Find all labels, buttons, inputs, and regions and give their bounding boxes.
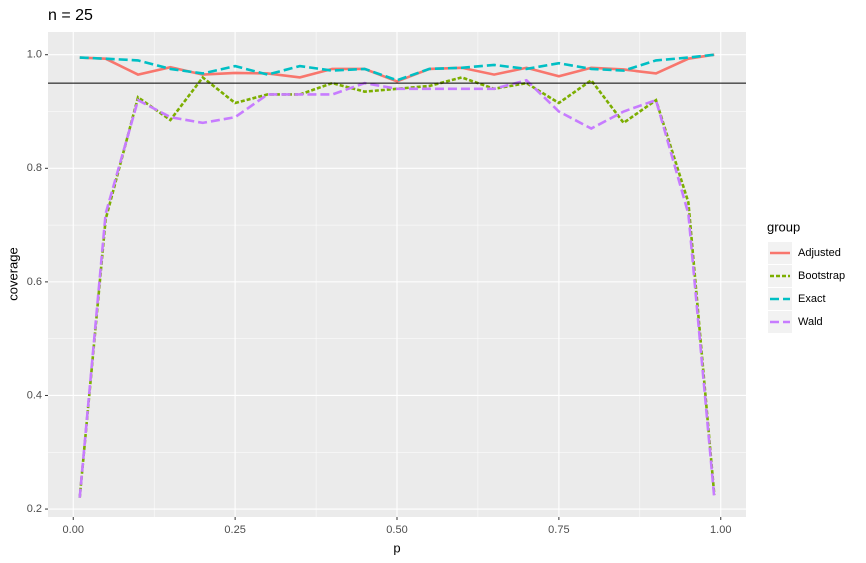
y-tick-label: 0.2	[27, 503, 42, 515]
legend-label: Adjusted	[798, 247, 841, 259]
legend-label: Wald	[798, 316, 823, 328]
series-line	[79, 53, 715, 83]
x-tick-label: 0.75	[548, 524, 569, 536]
legend-label: Exact	[798, 293, 826, 305]
y-tick-label: 1.0	[27, 49, 42, 61]
legend-key	[768, 288, 792, 310]
y-tick-label: 0.8	[27, 162, 42, 174]
x-tick-label: 1.00	[710, 524, 731, 536]
x-axis-label: p	[393, 540, 400, 555]
x-tick-label: 0.00	[63, 524, 84, 536]
series-line	[78, 75, 716, 498]
legend-label: Bootstrap	[798, 270, 845, 282]
x-tick-label: 0.50	[386, 524, 407, 536]
chart-title: n = 25	[48, 7, 93, 24]
legend-title: group	[767, 219, 800, 234]
series-line	[78, 78, 716, 498]
y-tick-label: 0.4	[27, 389, 42, 401]
x-tick-label: 0.25	[224, 524, 245, 536]
y-axis-label: coverage	[5, 247, 20, 300]
y-tick-label: 0.6	[27, 276, 42, 288]
legend-key	[768, 311, 792, 333]
